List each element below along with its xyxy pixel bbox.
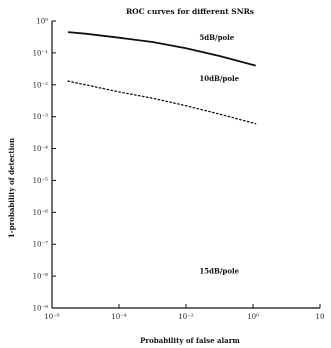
series-line xyxy=(67,31,256,67)
x-axis-label: Probability of false alarm xyxy=(140,336,240,345)
y-tick-label: 10⁻⁹ xyxy=(33,305,49,313)
y-tick-label: 10⁰ xyxy=(36,18,48,26)
y-tick-label: 10⁻⁵ xyxy=(33,177,49,185)
y-tick-label: 10⁻⁴ xyxy=(33,145,49,153)
series-line xyxy=(67,80,257,125)
curve-annotation: 15dB/pole xyxy=(199,267,239,276)
x-tick-label: 10⁻² xyxy=(178,313,194,321)
curve-annotation: 10dB/pole xyxy=(199,74,239,83)
curve-annotation: 5dB/pole xyxy=(199,33,234,42)
x-tick-label: 10 xyxy=(316,313,325,321)
chart-title: ROC curves for different SNRs xyxy=(126,7,254,16)
y-tick-label: 10⁻² xyxy=(33,81,49,89)
y-tick-label: 10⁻¹ xyxy=(33,49,49,57)
x-tick-label: 10⁻⁶ xyxy=(44,313,60,321)
y-tick-label: 10⁻³ xyxy=(33,113,49,121)
y-tick-label: 10⁻⁶ xyxy=(33,209,49,217)
x-tick-label: 10⁻⁴ xyxy=(111,313,127,321)
x-tick-label: 10⁰ xyxy=(247,313,259,321)
y-tick-label: 10⁻⁷ xyxy=(33,241,49,249)
tick-group: 10⁻⁶ 10⁻⁴ 10⁻² 10⁰ 10 10⁰ 10⁻¹ 10⁻² 10⁻³ 10⁻⁴ 10⁻⁵… xyxy=(33,18,325,322)
y-axis-label: 1-probability of detection xyxy=(7,138,16,238)
series-group xyxy=(67,31,257,125)
annotation-group: 5dB/pole 10dB/pole 15dB/pole xyxy=(199,33,239,275)
y-tick-label: 10⁻⁸ xyxy=(33,273,49,281)
plot-axes xyxy=(51,21,320,309)
